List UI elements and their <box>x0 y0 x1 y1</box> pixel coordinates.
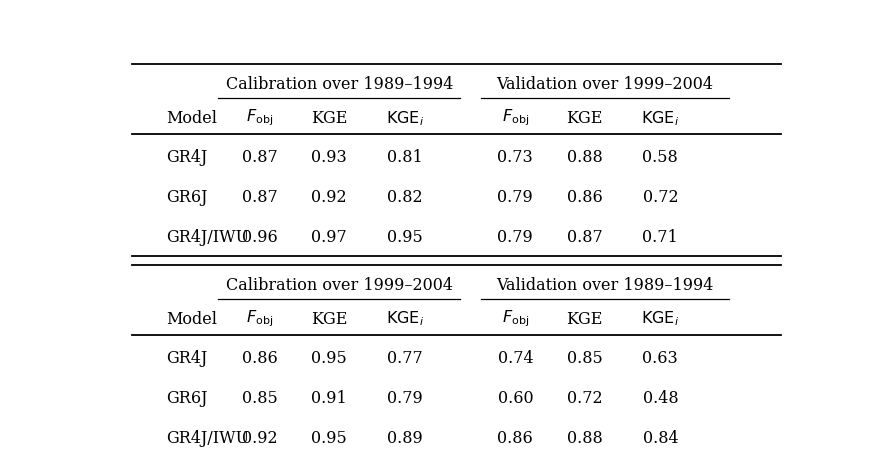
Text: 0.87: 0.87 <box>242 189 278 206</box>
Text: GR4J: GR4J <box>167 150 208 167</box>
Text: GR6J: GR6J <box>167 390 208 407</box>
Text: 0.88: 0.88 <box>567 430 602 447</box>
Text: GR6J: GR6J <box>167 189 208 206</box>
Text: $\mathrm{KGE}_i$: $\mathrm{KGE}_i$ <box>386 310 424 328</box>
Text: KGE: KGE <box>566 110 602 127</box>
Text: 0.84: 0.84 <box>642 430 678 447</box>
Text: 0.63: 0.63 <box>642 350 678 367</box>
Text: 0.92: 0.92 <box>242 430 278 447</box>
Text: 0.74: 0.74 <box>497 350 533 367</box>
Text: 0.60: 0.60 <box>497 390 533 407</box>
Text: 0.79: 0.79 <box>387 390 422 407</box>
Text: KGE: KGE <box>311 311 347 328</box>
Text: $F_\mathrm{obj}$: $F_\mathrm{obj}$ <box>502 108 529 128</box>
Text: 0.96: 0.96 <box>242 229 278 246</box>
Text: 0.86: 0.86 <box>242 350 278 367</box>
Text: GR4J: GR4J <box>167 350 208 367</box>
Text: 0.95: 0.95 <box>387 229 422 246</box>
Text: $F_\mathrm{obj}$: $F_\mathrm{obj}$ <box>246 309 274 330</box>
Text: 0.85: 0.85 <box>567 350 602 367</box>
Text: 0.48: 0.48 <box>642 390 678 407</box>
Text: 0.72: 0.72 <box>642 189 678 206</box>
Text: Calibration over 1989–1994: Calibration over 1989–1994 <box>225 76 453 93</box>
Text: $\mathrm{KGE}_i$: $\mathrm{KGE}_i$ <box>642 109 680 128</box>
Text: 0.92: 0.92 <box>311 189 347 206</box>
Text: 0.86: 0.86 <box>567 189 602 206</box>
Text: 0.86: 0.86 <box>497 430 533 447</box>
Text: 0.95: 0.95 <box>311 430 347 447</box>
Text: 0.91: 0.91 <box>311 390 347 407</box>
Text: 0.89: 0.89 <box>387 430 422 447</box>
Text: 0.73: 0.73 <box>497 150 533 167</box>
Text: 0.82: 0.82 <box>387 189 422 206</box>
Text: Calibration over 1999–2004: Calibration over 1999–2004 <box>225 277 453 295</box>
Text: Validation over 1989–1994: Validation over 1989–1994 <box>496 277 714 295</box>
Text: 0.58: 0.58 <box>642 150 678 167</box>
Text: 0.79: 0.79 <box>497 189 533 206</box>
Text: $\mathrm{KGE}_i$: $\mathrm{KGE}_i$ <box>642 310 680 328</box>
Text: 0.71: 0.71 <box>642 229 678 246</box>
Text: $\mathrm{KGE}_i$: $\mathrm{KGE}_i$ <box>386 109 424 128</box>
Text: 0.88: 0.88 <box>567 150 602 167</box>
Text: 0.77: 0.77 <box>387 350 422 367</box>
Text: 0.81: 0.81 <box>387 150 422 167</box>
Text: 0.72: 0.72 <box>567 390 602 407</box>
Text: 0.97: 0.97 <box>311 229 347 246</box>
Text: 0.87: 0.87 <box>567 229 602 246</box>
Text: GR4J/IWU: GR4J/IWU <box>167 229 249 246</box>
Text: 0.87: 0.87 <box>242 150 278 167</box>
Text: Model: Model <box>167 311 217 328</box>
Text: 0.93: 0.93 <box>311 150 347 167</box>
Text: 0.95: 0.95 <box>311 350 347 367</box>
Text: Validation over 1999–2004: Validation over 1999–2004 <box>496 76 714 93</box>
Text: KGE: KGE <box>566 311 602 328</box>
Text: 0.79: 0.79 <box>497 229 533 246</box>
Text: GR4J/IWU: GR4J/IWU <box>167 430 249 447</box>
Text: $F_\mathrm{obj}$: $F_\mathrm{obj}$ <box>246 108 274 128</box>
Text: KGE: KGE <box>311 110 347 127</box>
Text: Model: Model <box>167 110 217 127</box>
Text: 0.85: 0.85 <box>242 390 278 407</box>
Text: $F_\mathrm{obj}$: $F_\mathrm{obj}$ <box>502 309 529 330</box>
